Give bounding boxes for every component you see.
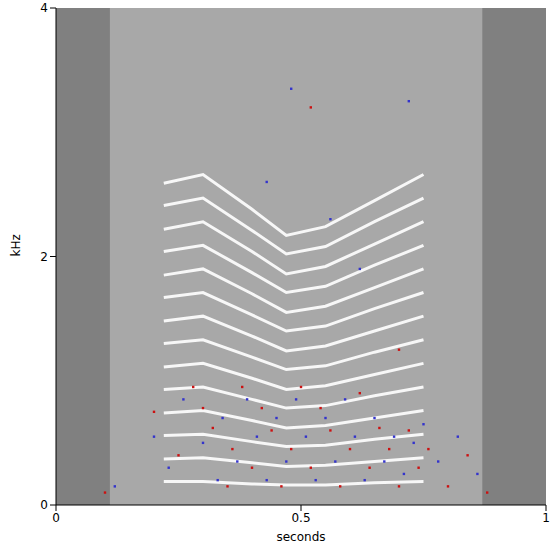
svg-text:2: 2 <box>40 250 48 264</box>
svg-text:0: 0 <box>40 498 48 512</box>
svg-text:4: 4 <box>40 1 48 15</box>
svg-text:1: 1 <box>542 511 550 525</box>
svg-text:kHz: kHz <box>9 234 23 256</box>
svg-text:seconds: seconds <box>276 530 325 544</box>
svg-text:0.5: 0.5 <box>291 511 310 525</box>
svg-text:0: 0 <box>52 511 60 525</box>
